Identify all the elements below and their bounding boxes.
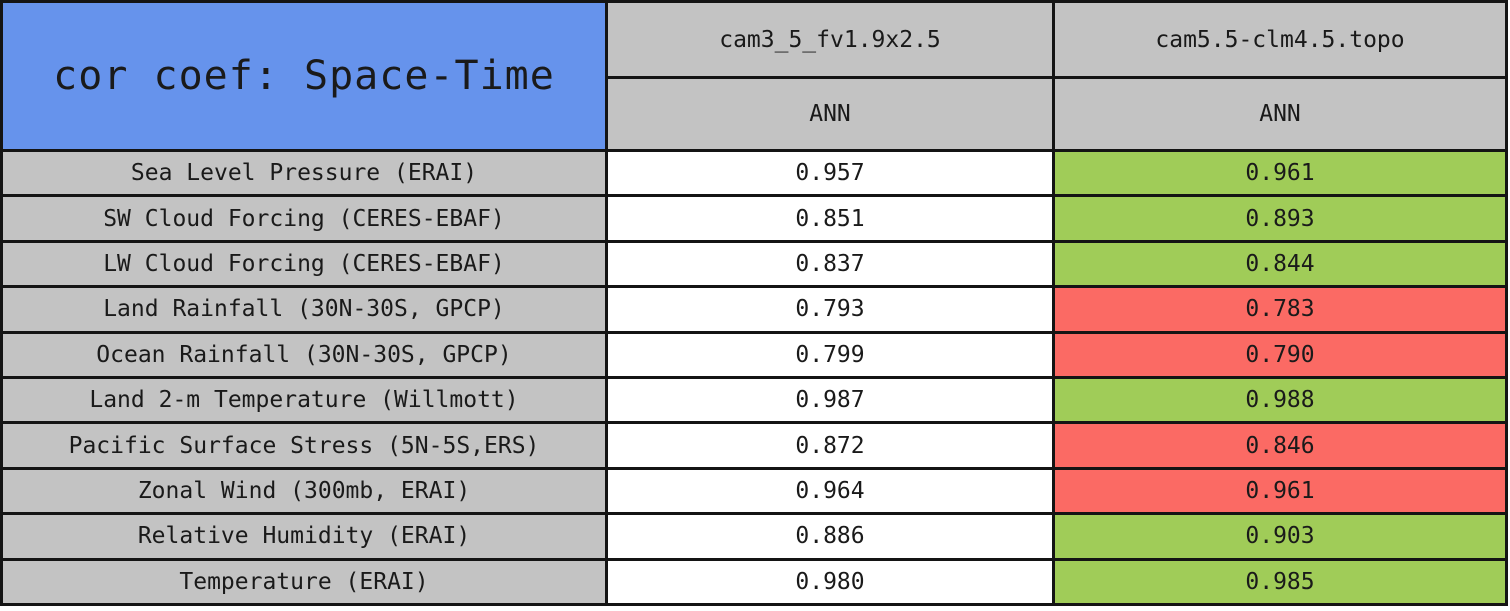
value-model-1: 0.793 [605,285,1055,334]
row-label: Land Rainfall (30N-30S, GPCP) [0,285,608,334]
row-label: Land 2-m Temperature (Willmott) [0,375,608,425]
value-model-1: 0.886 [605,512,1055,561]
table-row: Pacific Surface Stress (5N-5S,ERS) 0.872… [0,421,1508,470]
value-model-1: 0.980 [605,557,1055,607]
value-model-2: 0.985 [1052,557,1508,607]
table-title: cor coef: Space-Time [0,0,608,152]
value-model-2: 0.961 [1052,148,1508,198]
table-row: Ocean Rainfall (30N-30S, GPCP) 0.799 0.7… [0,330,1508,379]
table-row: Relative Humidity (ERAI) 0.886 0.903 [0,512,1508,561]
value-model-1: 0.957 [605,148,1055,198]
table-row: Temperature (ERAI) 0.980 0.985 [0,557,1508,607]
table-row: Sea Level Pressure (ERAI) 0.957 0.961 [0,148,1508,198]
table-body: Sea Level Pressure (ERAI) 0.957 0.961 SW… [0,148,1508,607]
value-model-2: 0.783 [1052,285,1508,334]
value-model-2: 0.893 [1052,194,1508,243]
table-row: Land Rainfall (30N-30S, GPCP) 0.793 0.78… [0,285,1508,334]
model-header-row: cor coef: Space-Time cam3_5_fv1.9x2.5 ca… [0,0,1508,152]
value-model-2: 0.846 [1052,421,1508,470]
column-subheader-season-2: ANN [1052,76,1508,152]
value-model-1: 0.837 [605,239,1055,289]
table-row: Land 2-m Temperature (Willmott) 0.987 0.… [0,375,1508,425]
value-model-2: 0.988 [1052,375,1508,425]
value-model-2: 0.961 [1052,466,1508,516]
column-header-model-2: cam5.5-clm4.5.topo [1052,0,1508,79]
value-model-1: 0.799 [605,330,1055,379]
value-model-2: 0.903 [1052,512,1508,561]
row-label: Sea Level Pressure (ERAI) [0,148,608,198]
table-row: Zonal Wind (300mb, ERAI) 0.964 0.961 [0,466,1508,516]
row-label: Relative Humidity (ERAI) [0,512,608,561]
row-label: Zonal Wind (300mb, ERAI) [0,466,608,516]
table-row: LW Cloud Forcing (CERES-EBAF) 0.837 0.84… [0,239,1508,289]
table-row: SW Cloud Forcing (CERES-EBAF) 0.851 0.89… [0,194,1508,243]
value-model-1: 0.964 [605,466,1055,516]
value-model-1: 0.987 [605,375,1055,425]
row-label: Ocean Rainfall (30N-30S, GPCP) [0,330,608,379]
value-model-1: 0.872 [605,421,1055,470]
row-label: SW Cloud Forcing (CERES-EBAF) [0,194,608,243]
column-subheader-season-1: ANN [605,76,1055,152]
value-model-2: 0.790 [1052,330,1508,379]
table-header: cor coef: Space-Time cam3_5_fv1.9x2.5 ca… [0,0,1508,152]
value-model-1: 0.851 [605,194,1055,243]
value-model-2: 0.844 [1052,239,1508,289]
row-label: Temperature (ERAI) [0,557,608,607]
row-label: Pacific Surface Stress (5N-5S,ERS) [0,421,608,470]
column-header-model-1: cam3_5_fv1.9x2.5 [605,0,1055,79]
row-label: LW Cloud Forcing (CERES-EBAF) [0,239,608,289]
season-header-row: ANN ANN [2,76,1508,152]
